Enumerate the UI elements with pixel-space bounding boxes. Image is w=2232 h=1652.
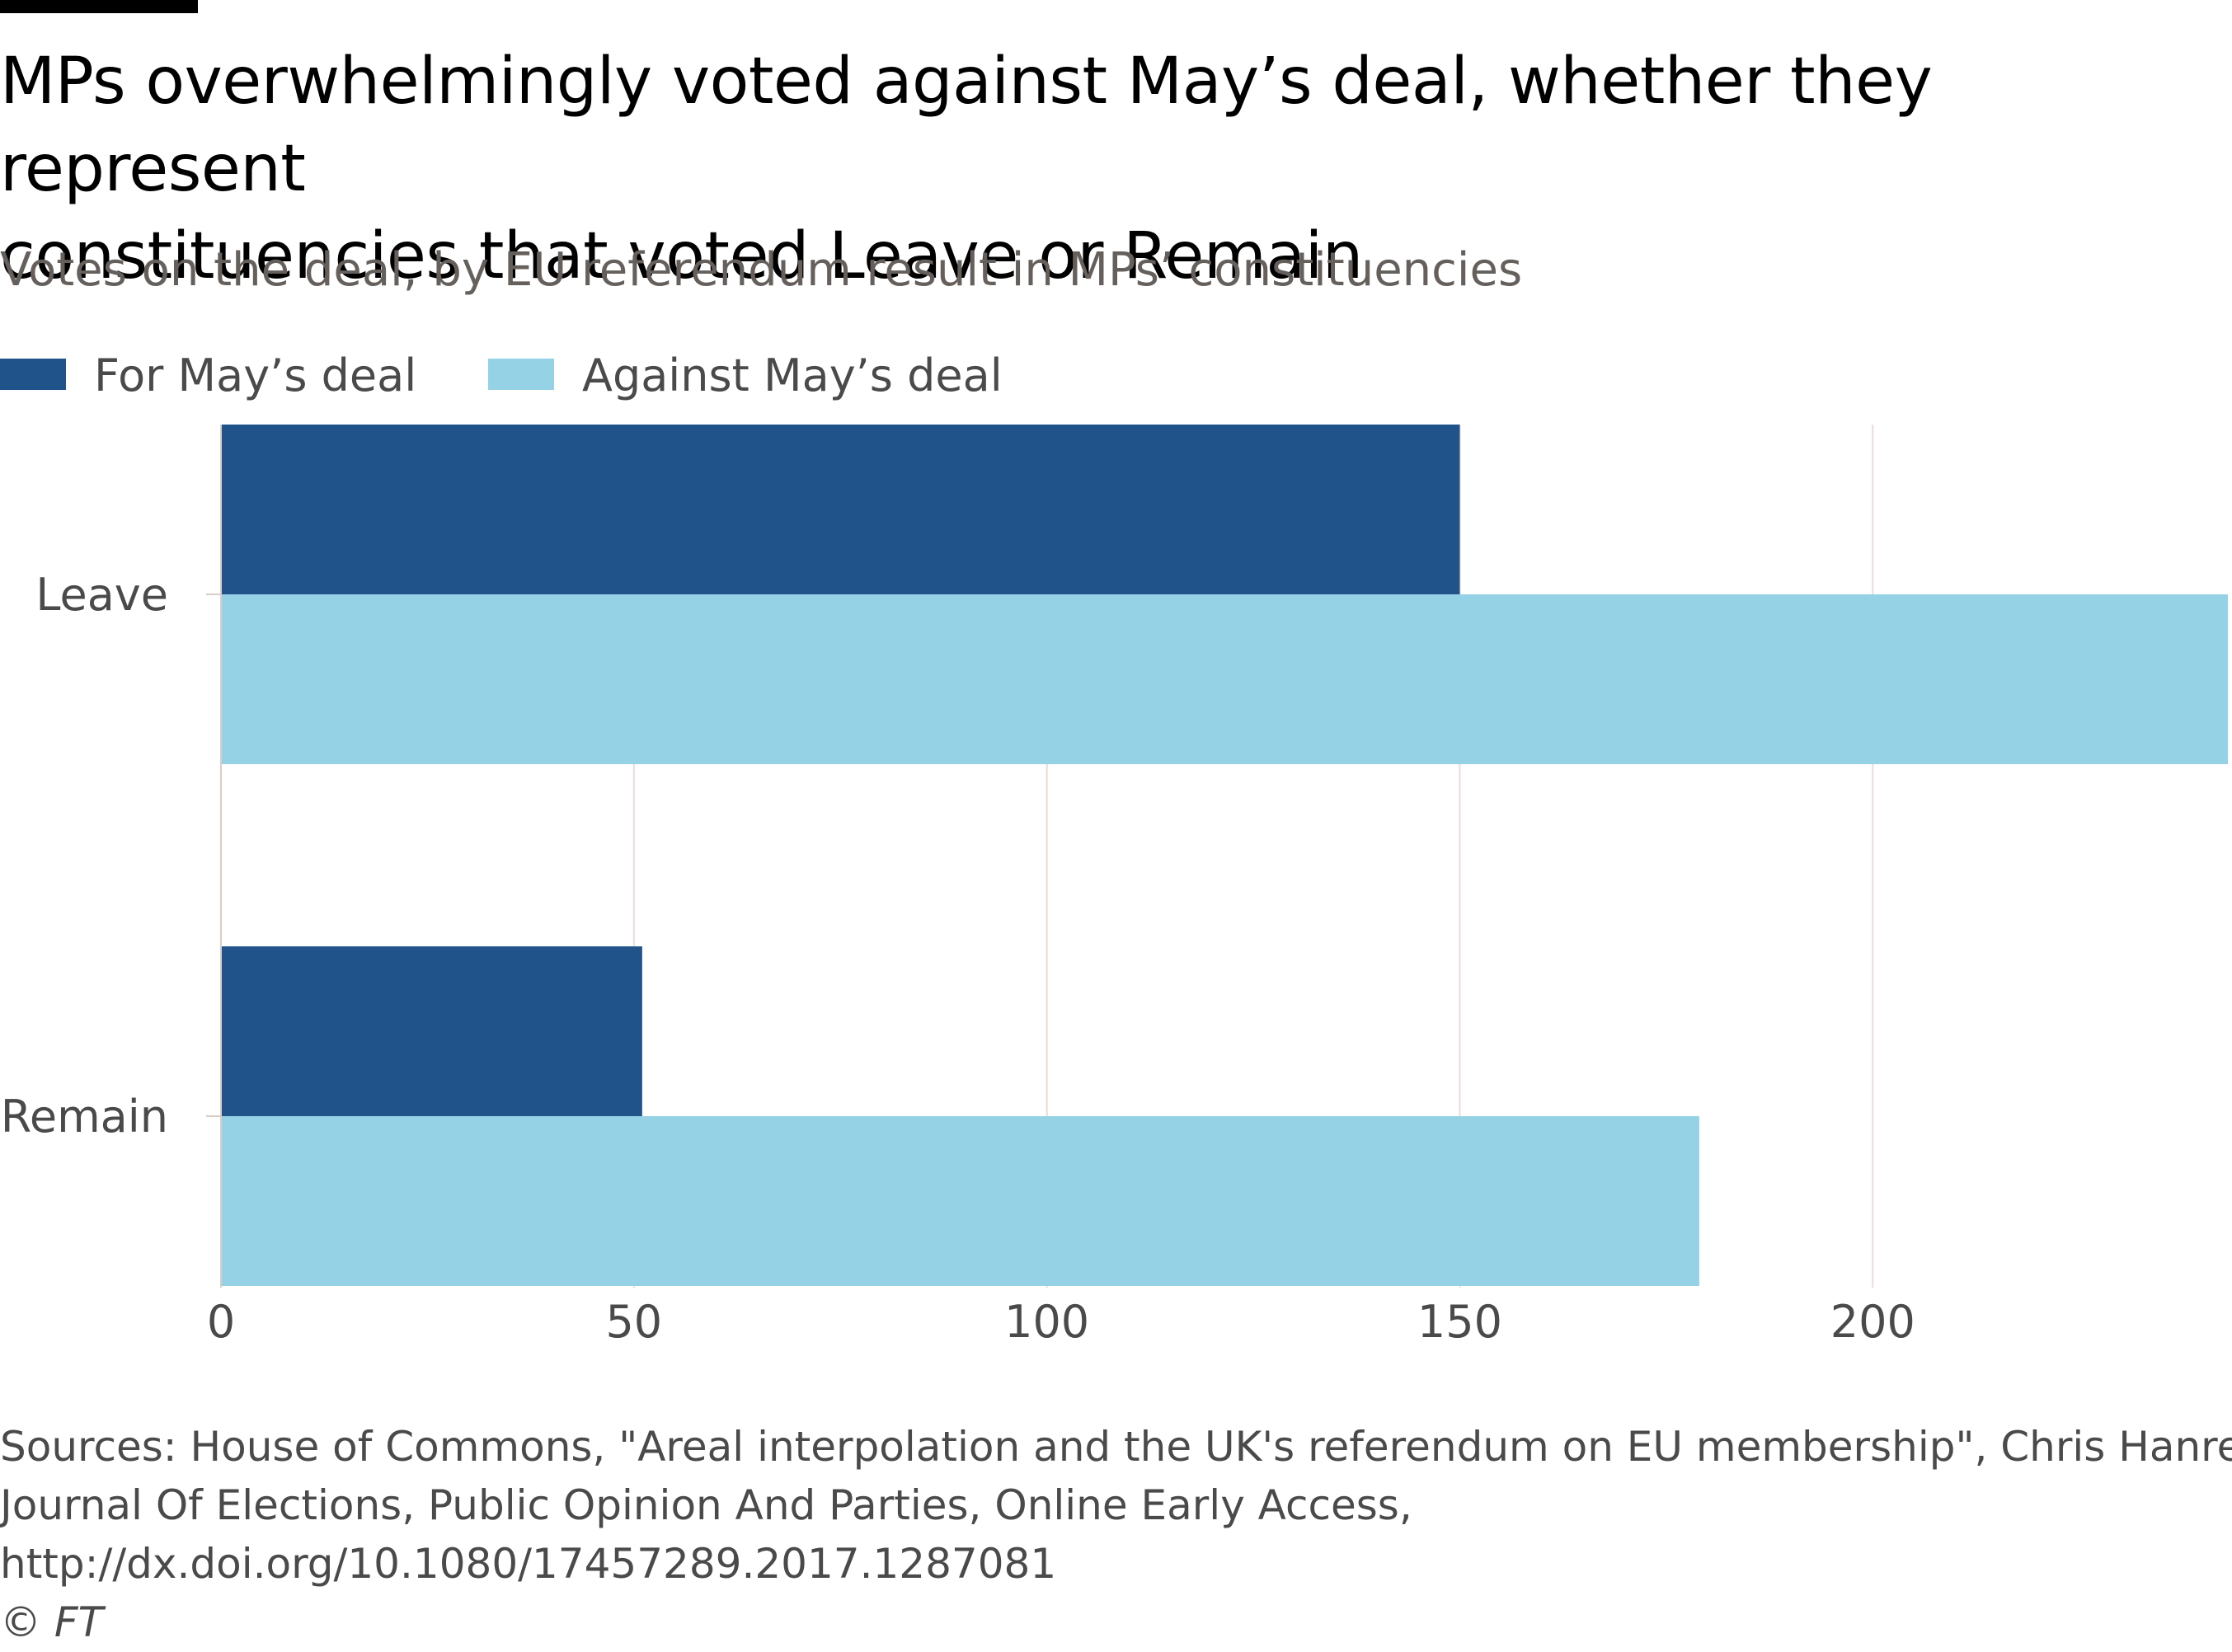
source-note: Sources: House of Commons, "Areal interp… [0,1418,2232,1652]
source-line-1: Sources: House of Commons, "Areal interp… [0,1423,2232,1471]
y-tick-label-remain: Remain [1,1091,168,1143]
x-tick-label-150: 150 [1417,1296,1502,1348]
legend-swatch-for [0,359,66,390]
x-tick-label-50: 50 [605,1296,662,1348]
y-tick-label-leave: Leave [35,569,168,621]
bar-remain-against [221,1116,1699,1286]
chart-title: MPs overwhelmingly voted against May’s d… [0,38,2218,300]
chart-title-line-1: MPs overwhelmingly voted against May’s d… [0,45,1933,206]
bar-leave-for [221,425,1460,594]
chart-subtitle: Votes on the deal, by EU referendum resu… [0,243,1523,297]
source-line-2: Journal Of Elections, Public Opinion And… [0,1481,1412,1529]
chart-title-line-2: constituencies that voted Leave or Remai… [0,219,1363,293]
bar-remain-for [221,946,642,1116]
legend-label-for: For May’s deal [94,350,417,401]
top-accent-bar [0,0,198,13]
bar-leave-against [221,594,2228,764]
bar-chart: Leave Remain 0 50 100 150 200 [1,425,2228,1348]
x-tick-label-200: 200 [1830,1296,1915,1348]
legend-label-against: Against May’s deal [582,350,1003,401]
ft-credit: © FT [0,1598,104,1646]
source-line-3: http://dx.doi.org/10.1080/17457289.2017.… [0,1540,1057,1588]
legend-swatch-against [488,359,554,390]
x-tick-label-100: 100 [1004,1296,1089,1348]
x-tick-label-0: 0 [207,1296,235,1348]
